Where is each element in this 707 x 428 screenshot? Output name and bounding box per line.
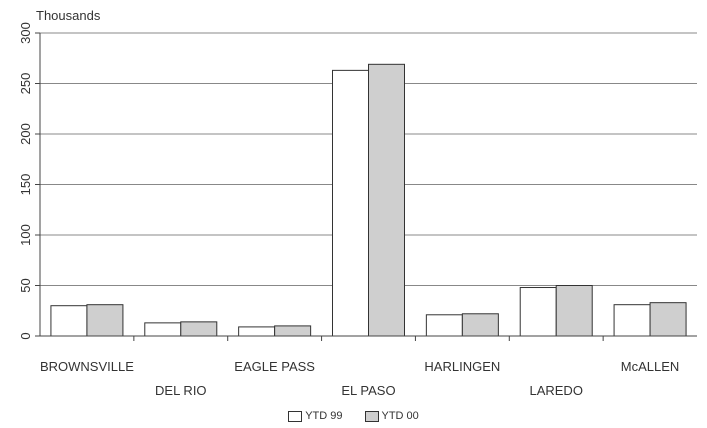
legend-label-series-1: YTD 99 (305, 410, 343, 422)
y-tick-label: 0 (18, 332, 33, 339)
bar-2 (461, 313, 499, 337)
x-tick-label: DEL RIO (155, 383, 207, 398)
y-tick-label: 50 (18, 278, 33, 292)
y-tick-label: 300 (18, 22, 33, 44)
legend: YTD 99 YTD 00 (0, 410, 707, 422)
legend-swatch-series-1 (288, 410, 303, 422)
bar-1 (50, 305, 88, 337)
x-tick-label: EL PASO (341, 383, 395, 398)
x-tick-label: McALLEN (621, 359, 680, 374)
bar-2 (180, 321, 218, 337)
bar-2 (86, 304, 124, 337)
bar-2 (555, 285, 593, 337)
x-tick-label: HARLINGEN (424, 359, 500, 374)
y-tick-label: 100 (18, 224, 33, 246)
bar-2 (368, 63, 405, 337)
bar-1 (238, 326, 276, 337)
axes (35, 32, 697, 341)
bar-2 (274, 325, 312, 337)
x-tick-label: EAGLE PASS (234, 359, 315, 374)
legend-label-series-2: YTD 00 (381, 410, 419, 422)
bar-2 (649, 302, 687, 337)
y-tick-label: 150 (18, 174, 33, 196)
y-tick-label: 250 (18, 73, 33, 95)
bar-1 (519, 287, 557, 337)
y-tick-labels: 0 50 100 150 200 250 300 (18, 22, 33, 339)
y-axis-unit-label: Thousands (36, 8, 101, 23)
bar-1 (425, 314, 463, 337)
x-tick-label: BROWNSVILLE (40, 359, 134, 374)
legend-item-series-1: YTD 99 (288, 410, 343, 422)
bars (50, 63, 687, 337)
bar-1 (144, 322, 182, 337)
bar-1 (613, 304, 651, 337)
bar-1 (332, 69, 369, 337)
x-tick-labels: BROWNSVILLE DEL RIO EAGLE PASS EL PASO HARLI… (40, 359, 679, 398)
y-tick-label: 200 (18, 123, 33, 145)
legend-item-series-2: YTD 00 (364, 410, 419, 422)
x-tick-label: LAREDO (529, 383, 582, 398)
legend-swatch-series-2 (364, 410, 379, 422)
